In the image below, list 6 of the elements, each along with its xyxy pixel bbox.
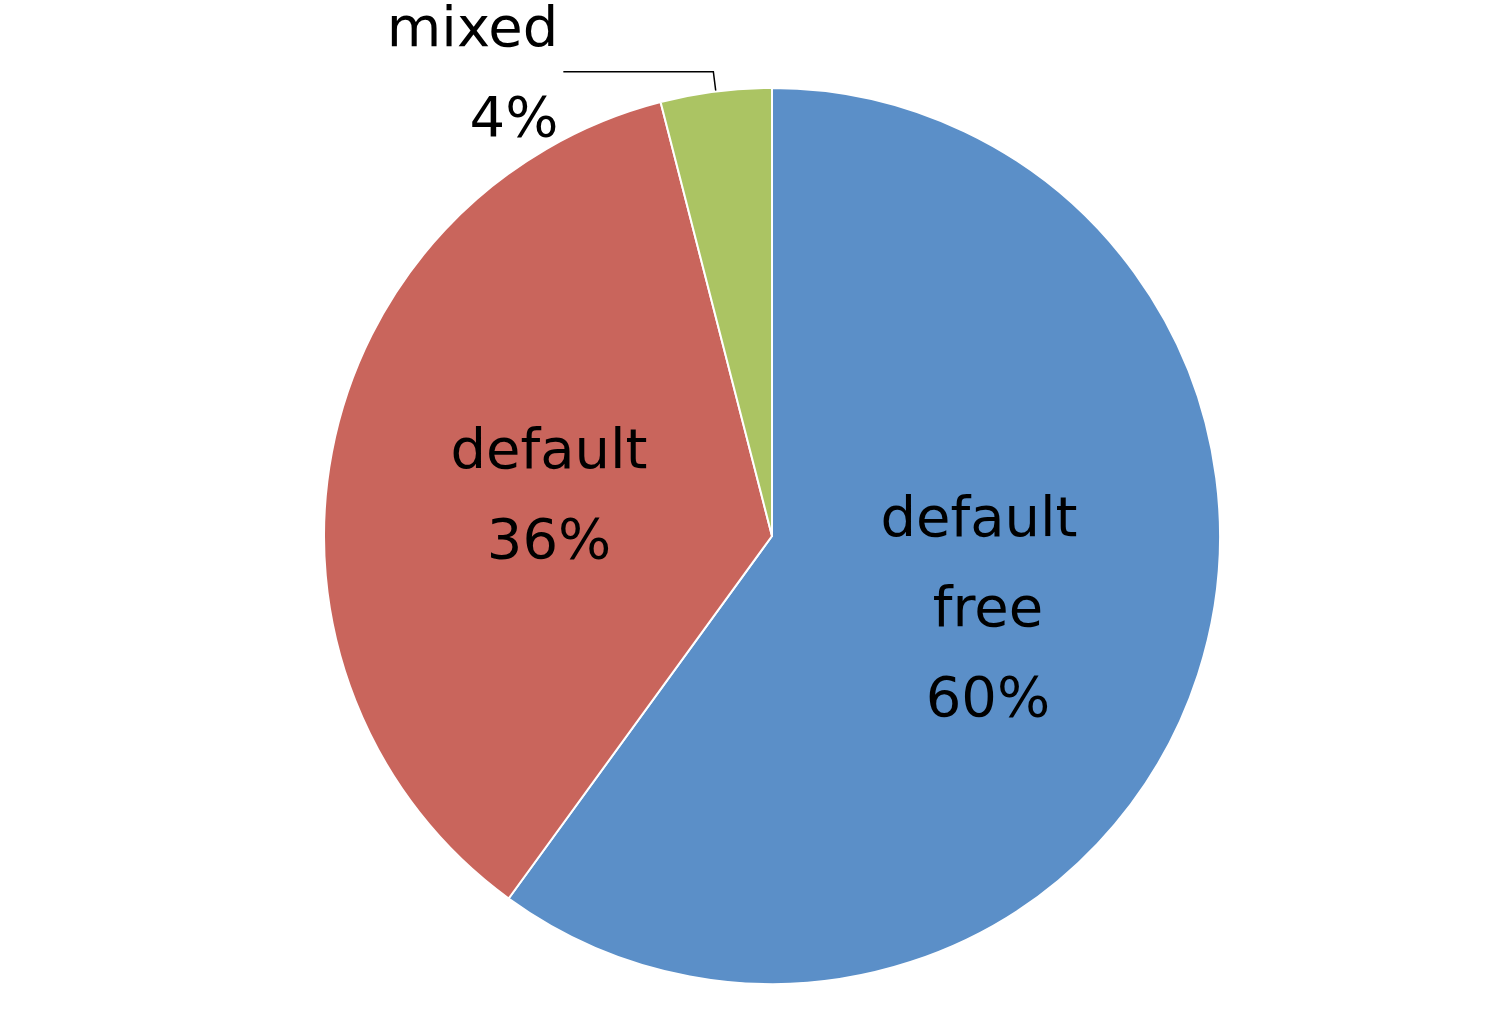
slice-label: default free bbox=[880, 483, 1096, 639]
data-label: 36% bbox=[486, 505, 612, 571]
data-label: 4% bbox=[469, 84, 559, 150]
data-label: 60% bbox=[925, 663, 1051, 729]
slice-label: default bbox=[450, 415, 648, 481]
slice-label: mixed bbox=[386, 0, 559, 60]
